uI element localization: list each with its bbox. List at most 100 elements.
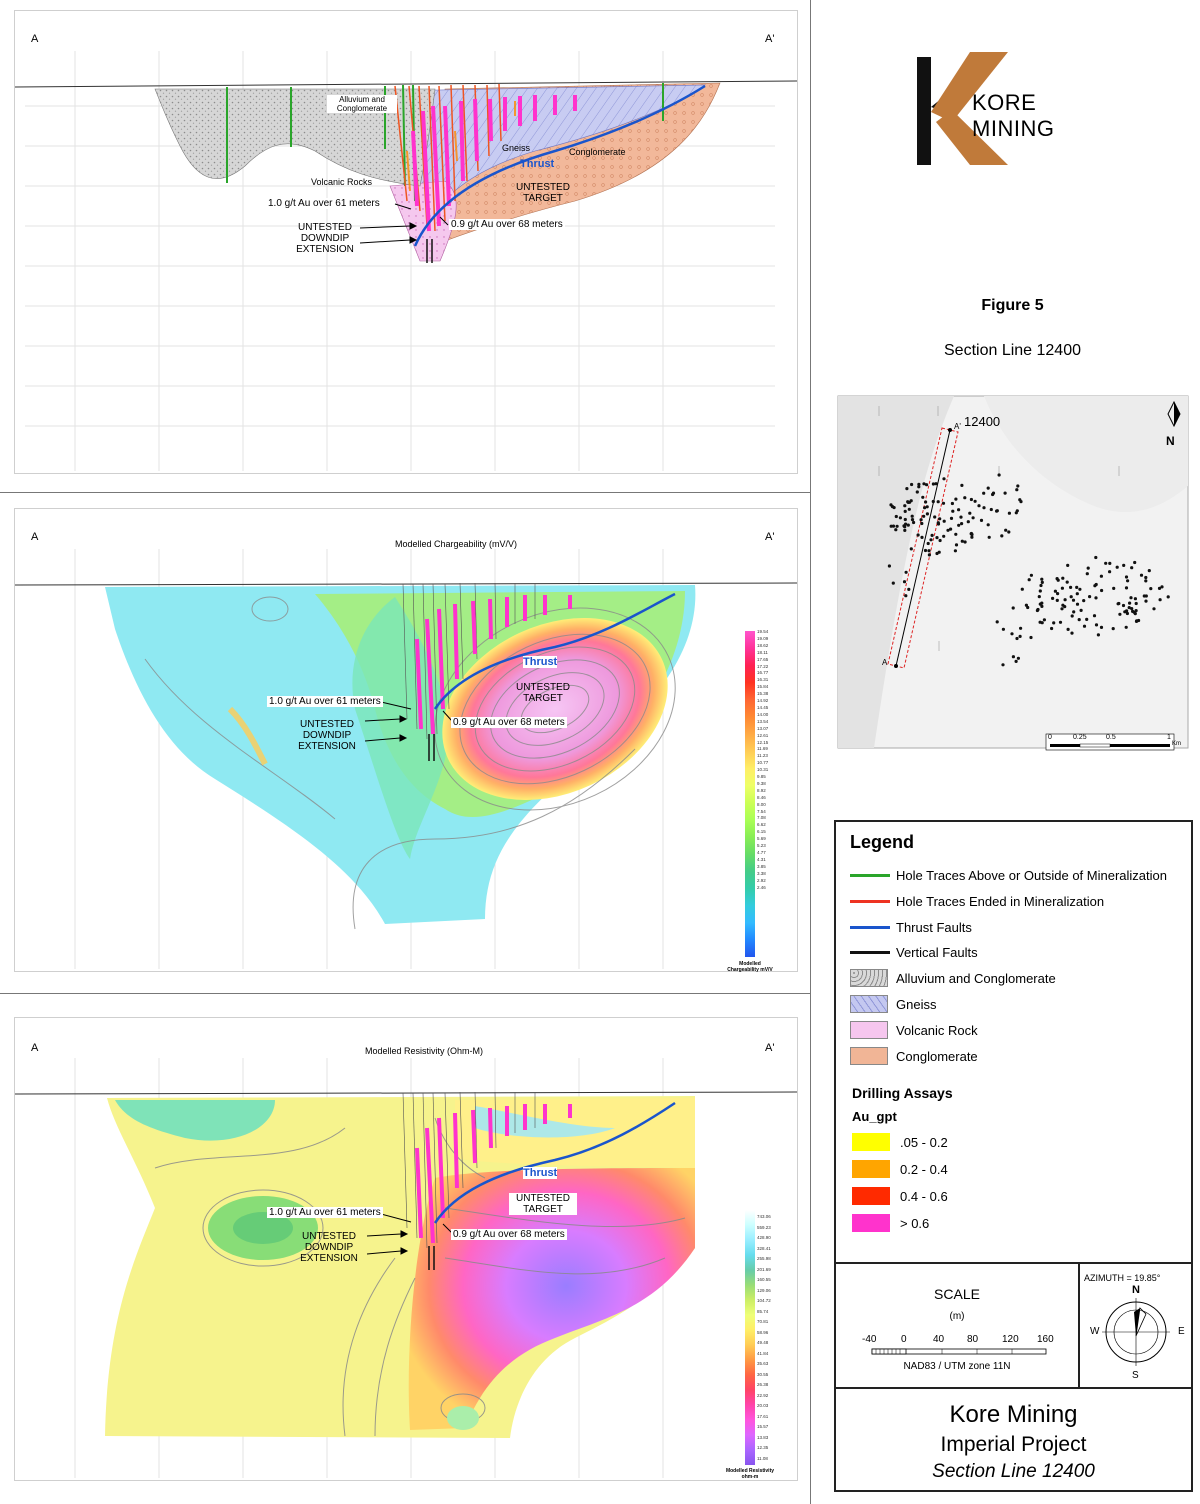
colorbar-tick-label: 5.69	[757, 836, 766, 842]
chargeability-endpoint-a: A	[31, 531, 39, 543]
legend-unit-item: Conglomerate	[850, 1046, 978, 1066]
drill-hole-dot	[942, 534, 946, 538]
drill-hole-dot	[925, 483, 929, 487]
colorbar-tick-label: 15.57	[757, 1424, 769, 1429]
panel-separator	[0, 492, 810, 493]
drill-hole-dot	[1038, 589, 1042, 593]
drill-hole-dot	[1035, 608, 1039, 613]
drill-hole-dot	[891, 581, 895, 585]
drill-hole-dot	[894, 514, 898, 519]
colorbar-tick-label: 9.38	[757, 780, 766, 786]
drill-hole-dot	[949, 516, 954, 520]
drill-hole-dot	[969, 531, 973, 536]
drill-hole-dot	[951, 509, 955, 513]
drill-hole-dot	[905, 487, 909, 491]
resistivity-thrust-label: Thrust	[523, 1167, 558, 1179]
assay-swatch	[852, 1214, 890, 1232]
scale-title: SCALE	[934, 1286, 980, 1302]
legend-line-swatch	[850, 925, 890, 929]
drill-hole-dot	[1133, 597, 1137, 601]
drill-hole-dot	[1040, 601, 1044, 605]
drill-hole-dot	[889, 503, 893, 507]
scale-tick: 80	[967, 1334, 979, 1345]
map-end-a: A	[882, 658, 888, 667]
assay-label: 0.2 - 0.4	[900, 1161, 948, 1177]
drill-hole-dot	[1014, 659, 1018, 663]
scale-block: SCALE (m) -40 0 40 80 120 160 NA	[836, 1264, 1080, 1389]
map-scale-ticks: 0 0.25 0.5 1 Km	[1046, 734, 1186, 747]
compass-west: W	[1090, 1326, 1100, 1337]
drill-hole-dot	[907, 507, 911, 511]
drill-hole-dot	[1111, 627, 1115, 631]
drill-hole-dot	[1027, 578, 1031, 582]
drill-hole-dot	[1085, 617, 1089, 621]
drill-hole-dot	[903, 517, 907, 522]
drill-hole-dot	[930, 533, 934, 537]
drill-hole-dot	[915, 490, 919, 494]
drill-hole-dot	[936, 521, 940, 525]
drill-hole-dot	[1082, 599, 1086, 603]
drill-hole-dot	[959, 515, 963, 519]
drill-hole-dot	[1082, 624, 1087, 628]
colorbar-tick-label: 16.31	[757, 677, 769, 683]
drill-hole-dot	[1125, 611, 1129, 616]
column-separator	[810, 0, 811, 1504]
drill-hole-dot	[1160, 585, 1164, 589]
label-alluvium: Alluvium and Conglomerate	[327, 95, 397, 113]
colorbar-tick-label: 18.62	[757, 642, 769, 648]
drill-hole-dot	[1115, 565, 1119, 569]
drill-hole-dot	[1051, 596, 1055, 600]
drill-hole-dot	[1070, 631, 1074, 635]
legend-box: Legend Hole Traces Above or Outside of M…	[834, 820, 1193, 1492]
azimuth-label: AZIMUTH = 19.85°	[1084, 1273, 1161, 1283]
drill-hole-dot	[1100, 588, 1104, 593]
drill-hole-dot	[931, 499, 935, 504]
drill-hole-dot	[1075, 592, 1079, 596]
colorbar-tick-label: 11.08	[757, 1455, 768, 1461]
legend-line-label: Vertical Faults	[896, 944, 978, 960]
drill-hole-dot	[917, 482, 921, 486]
legend-line-label: Thrust Faults	[896, 919, 972, 935]
drill-hole-dot	[898, 516, 902, 520]
drill-hole-dot	[1085, 572, 1089, 576]
scale-tick: 40	[933, 1334, 945, 1345]
colorbar-tick-label: 104.72	[757, 1298, 771, 1303]
drill-hole-dot	[1053, 589, 1057, 593]
title-block: Kore Mining Imperial Project Section Lin…	[836, 1387, 1191, 1492]
assay-swatch	[852, 1187, 890, 1205]
colorbar-tick-label: 8.00	[757, 801, 766, 807]
drill-hole-dot	[1157, 586, 1162, 590]
assay-item: > 0.6	[852, 1213, 929, 1233]
drill-hole-dot	[1066, 627, 1070, 631]
legend-line-item: Thrust Faults	[850, 917, 972, 937]
drill-hole-dot	[1016, 484, 1020, 488]
colorbar-tick-label: 41.84	[757, 1350, 769, 1356]
drill-hole-dot	[926, 541, 930, 546]
colorbar-tick-label: 3.85	[757, 863, 766, 869]
drill-hole-dot	[1040, 577, 1044, 581]
colorbar-tick-label: 328.41	[757, 1245, 771, 1251]
drill-hole-dot	[936, 500, 940, 504]
chargeability-intercept-61m: 1.0 g/t Au over 61 meters	[267, 696, 383, 707]
map-scale-tick: 0.25	[1073, 734, 1087, 741]
chargeability-endpoint-a-prime: A'	[765, 531, 775, 543]
drill-hole-dot	[1124, 575, 1129, 579]
drill-hole-dot	[1130, 607, 1134, 611]
scale-tick: 0	[901, 1334, 907, 1345]
colorbar-tick-label: 12.61	[757, 732, 769, 738]
colorbar-tick-label: 7.08	[757, 815, 766, 821]
drill-hole-dot	[1094, 623, 1099, 627]
legend-unit-item: Volcanic Rock	[850, 1020, 978, 1040]
drill-hole-dot	[1011, 655, 1015, 659]
assay-swatch	[852, 1160, 890, 1178]
drill-hole-dot	[995, 509, 999, 513]
drill-hole-dot	[1079, 608, 1083, 612]
section-endpoint-a: A	[31, 33, 39, 45]
chargeability-section-svg	[15, 549, 797, 969]
drill-hole-dot	[1029, 573, 1033, 577]
colorbar-tick-label: 255.98	[757, 1256, 771, 1261]
drill-hole-dot	[1126, 579, 1130, 583]
drill-hole-dot	[950, 501, 954, 506]
drill-hole-dot	[1060, 607, 1064, 611]
drill-hole-dot	[982, 506, 986, 510]
